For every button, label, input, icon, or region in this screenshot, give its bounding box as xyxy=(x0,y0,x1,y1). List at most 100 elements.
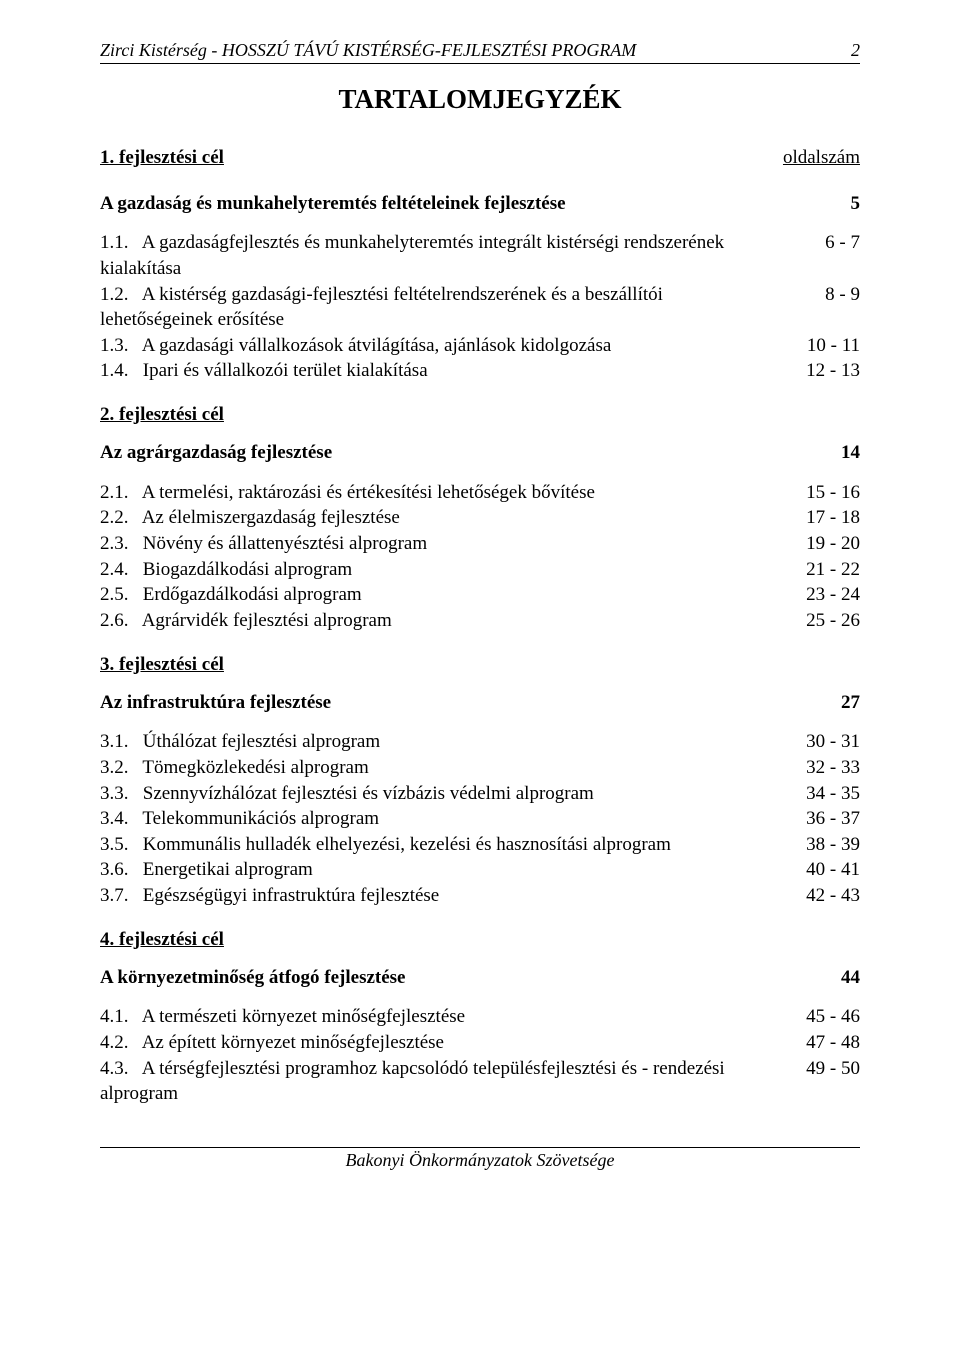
toc-item-row: 3.1. Úthálózat fejlesztési alprogram30 -… xyxy=(100,729,860,755)
toc-item-page: 38 - 39 xyxy=(790,832,860,858)
toc-item-number: 4.1. xyxy=(100,1004,129,1030)
toc-item-row: 3.3. Szennyvízhálózat fejlesztési és víz… xyxy=(100,781,860,807)
toc-item-number: 3.1. xyxy=(100,729,129,755)
toc-item-page: 6 - 7 xyxy=(790,230,860,256)
toc-item-number: 3.3. xyxy=(100,781,129,807)
toc-item-row: 3.5. Kommunális hulladék elhelyezési, ke… xyxy=(100,832,860,858)
toc-item-label: Agrárvidék fejlesztési alprogram xyxy=(138,610,392,631)
section-3-items: 3.1. Úthálózat fejlesztési alprogram30 -… xyxy=(100,729,860,908)
toc-item-text: 2.6. Agrárvidék fejlesztési alprogram xyxy=(100,608,790,634)
toc-item-number: 3.5. xyxy=(100,832,129,858)
toc-item-row: 2.4. Biogazdálkodási alprogram21 - 22 xyxy=(100,557,860,583)
toc-item-page: 23 - 24 xyxy=(790,582,860,608)
toc-item-page: 21 - 22 xyxy=(790,557,860,583)
toc-item-number: 2.3. xyxy=(100,531,129,557)
toc-item-number: 2.6. xyxy=(100,608,129,634)
toc-item-number: 4.3. xyxy=(100,1056,129,1082)
toc-item-page: 34 - 35 xyxy=(790,781,860,807)
section-3-subtitle: Az infrastruktúra fejlesztése xyxy=(100,690,790,716)
running-header: Zirci Kistérség - HOSSZÚ TÁVÚ KISTÉRSÉG-… xyxy=(100,40,860,64)
section-3-subtitle-row: Az infrastruktúra fejlesztése 27 xyxy=(100,690,860,716)
toc-item-text: 3.2. Tömegközlekedési alprogram xyxy=(100,755,790,781)
toc-item-label: Szennyvízhálózat fejlesztési és vízbázis… xyxy=(138,783,594,804)
toc-item-row: 3.6. Energetikai alprogram 40 - 41 xyxy=(100,857,860,883)
toc-item-page: 42 - 43 xyxy=(790,883,860,909)
toc-item-number: 2.4. xyxy=(100,557,129,583)
toc-item-number: 3.2. xyxy=(100,755,129,781)
toc-item-row: 3.2. Tömegközlekedési alprogram32 - 33 xyxy=(100,755,860,781)
toc-item-number: 3.7. xyxy=(100,883,129,909)
toc-item-row: 3.7. Egészségügyi infrastruktúra fejlesz… xyxy=(100,883,860,909)
toc-item-text: 3.3. Szennyvízhálózat fejlesztési és víz… xyxy=(100,781,790,807)
toc-item-label: Biogazdálkodási alprogram xyxy=(138,559,352,580)
section-2-heading: 2. fejlesztési cél xyxy=(100,404,860,426)
toc-item-text: 4.2. Az épített környezet minőségfejlesz… xyxy=(100,1030,790,1056)
toc-item-row: 1.3. A gazdasági vállalkozások átvilágít… xyxy=(100,333,860,359)
toc-item-label: Erdőgazdálkodási alprogram xyxy=(138,584,362,605)
toc-item-number: 3.6. xyxy=(100,857,129,883)
toc-item-page: 49 - 50 xyxy=(790,1056,860,1082)
toc-item-number: 1.2. xyxy=(100,282,129,308)
section-2-subtitle-row: Az agrárgazdaság fejlesztése 14 xyxy=(100,440,860,466)
toc-item-text: 2.3. Növény és állattenyésztési alprogra… xyxy=(100,531,790,557)
toc-item-row: 1.2. A kistérség gazdasági-fejlesztési f… xyxy=(100,282,860,333)
toc-item-text: 4.3. A térségfejlesztési programhoz kapc… xyxy=(100,1056,790,1107)
toc-item-label: Energetikai alprogram xyxy=(138,859,313,880)
toc-item-row: 1.4. Ipari és vállalkozói terület kialak… xyxy=(100,358,860,384)
toc-item-text: 4.1. A természeti környezet minőségfejle… xyxy=(100,1004,790,1030)
section-4-items: 4.1. A természeti környezet minőségfejle… xyxy=(100,1004,860,1107)
toc-item-row: 1.1. A gazdaságfejlesztés és munkahelyte… xyxy=(100,230,860,281)
toc-item-label: Kommunális hulladék elhelyezési, kezelés… xyxy=(138,834,671,855)
toc-item-page: 15 - 16 xyxy=(790,480,860,506)
toc-item-label: A kistérség gazdasági-fejlesztési feltét… xyxy=(100,284,663,331)
toc-item-page: 45 - 46 xyxy=(790,1004,860,1030)
toc-item-label: Telekommunikációs alprogram xyxy=(138,808,379,829)
toc-item-label: Úthálózat fejlesztési alprogram xyxy=(138,731,380,752)
header-title: Zirci Kistérség - HOSSZÚ TÁVÚ KISTÉRSÉG-… xyxy=(100,40,636,61)
toc-item-page: 25 - 26 xyxy=(790,608,860,634)
toc-item-row: 3.4. Telekommunikációs alprogram36 - 37 xyxy=(100,806,860,832)
toc-item-text: 1.4. Ipari és vállalkozói terület kialak… xyxy=(100,358,790,384)
section-3-heading: 3. fejlesztési cél xyxy=(100,654,860,676)
toc-item-row: 2.5. Erdőgazdálkodási alprogram 23 - 24 xyxy=(100,582,860,608)
section-4-subtitle-row: A környezetminőség átfogó fejlesztése 44 xyxy=(100,965,860,991)
section-2-subtitle: Az agrárgazdaság fejlesztése xyxy=(100,440,790,466)
toc-item-row: 2.2. Az élelmiszergazdaság fejlesztése17… xyxy=(100,505,860,531)
toc-item-text: 3.4. Telekommunikációs alprogram xyxy=(100,806,790,832)
toc-item-row: 4.1. A természeti környezet minőségfejle… xyxy=(100,1004,860,1030)
toc-item-row: 2.6. Agrárvidék fejlesztési alprogram25 … xyxy=(100,608,860,634)
toc-item-text: 1.3. A gazdasági vállalkozások átvilágít… xyxy=(100,333,790,359)
toc-item-page: 30 - 31 xyxy=(790,729,860,755)
toc-item-label: Növény és állattenyésztési alprogram xyxy=(138,533,427,554)
toc-item-text: 3.1. Úthálózat fejlesztési alprogram xyxy=(100,729,790,755)
section-2-items: 2.1. A termelési, raktározási és értékes… xyxy=(100,480,860,634)
footer-text: Bakonyi Önkormányzatok Szövetsége xyxy=(100,1150,860,1171)
toc-item-number: 2.1. xyxy=(100,480,129,506)
toc-item-page: 47 - 48 xyxy=(790,1030,860,1056)
toc-item-label: Egészségügyi infrastruktúra fejlesztése xyxy=(138,885,439,906)
toc-item-number: 2.5. xyxy=(100,582,129,608)
toc-item-text: 2.4. Biogazdálkodási alprogram xyxy=(100,557,790,583)
section-2-subtitle-page: 14 xyxy=(790,440,860,466)
toc-item-row: 4.2. Az épített környezet minőségfejlesz… xyxy=(100,1030,860,1056)
toc-item-text: 1.1. A gazdaságfejlesztés és munkahelyte… xyxy=(100,230,790,281)
toc-item-label: Ipari és vállalkozói terület kialakítása xyxy=(138,360,428,381)
toc-item-text: 1.2. A kistérség gazdasági-fejlesztési f… xyxy=(100,282,790,333)
section-4-subtitle: A környezetminőség átfogó fejlesztése xyxy=(100,965,790,991)
toc-item-page: 40 - 41 xyxy=(790,857,860,883)
document-page: Zirci Kistérség - HOSSZÚ TÁVÚ KISTÉRSÉG-… xyxy=(0,0,960,1201)
toc-item-label: A gazdasági vállalkozások átvilágítása, … xyxy=(138,335,611,356)
toc-item-number: 4.2. xyxy=(100,1030,129,1056)
toc-item-text: 3.5. Kommunális hulladék elhelyezési, ke… xyxy=(100,832,790,858)
section-1-subtitle-page: 5 xyxy=(790,191,860,217)
toc-item-number: 2.2. xyxy=(100,505,129,531)
toc-item-number: 1.3. xyxy=(100,333,129,359)
section-1-items: 1.1. A gazdaságfejlesztés és munkahelyte… xyxy=(100,230,860,384)
toc-item-row: 2.1. A termelési, raktározási és értékes… xyxy=(100,480,860,506)
section-1-heading: 1. fejlesztési cél xyxy=(100,145,783,171)
toc-item-label: A termelési, raktározási és értékesítési… xyxy=(138,482,595,503)
toc-item-page: 32 - 33 xyxy=(790,755,860,781)
header-page-number: 2 xyxy=(851,40,860,61)
section-1-subtitle-row: A gazdaság és munkahelyteremtés feltétel… xyxy=(100,191,860,217)
column-header-page: oldalszám xyxy=(783,145,860,171)
